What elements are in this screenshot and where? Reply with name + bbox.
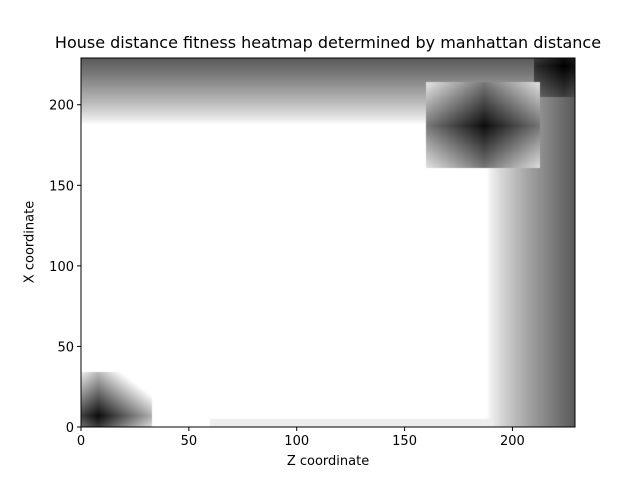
x-tick-label: 100 [284, 434, 309, 449]
plot-frame [80, 57, 576, 428]
y-axis-label: X coordinate [22, 200, 38, 284]
y-tick-label: 200 [49, 99, 74, 114]
x-tick-label: 0 [77, 434, 85, 449]
y-tick-label: 150 [49, 179, 74, 194]
y-tick-label: 100 [49, 260, 74, 275]
y-tick-label: 0 [66, 421, 74, 436]
x-tick-label: 200 [500, 434, 525, 449]
x-axis-label: Z coordinate [286, 454, 370, 469]
chart-title: House distance fitness heatmap determine… [54, 33, 602, 52]
heatmap-image [81, 58, 575, 427]
x-tick-label: 50 [181, 434, 198, 449]
y-tick-label: 50 [57, 340, 74, 355]
x-tick-label: 150 [392, 434, 417, 449]
